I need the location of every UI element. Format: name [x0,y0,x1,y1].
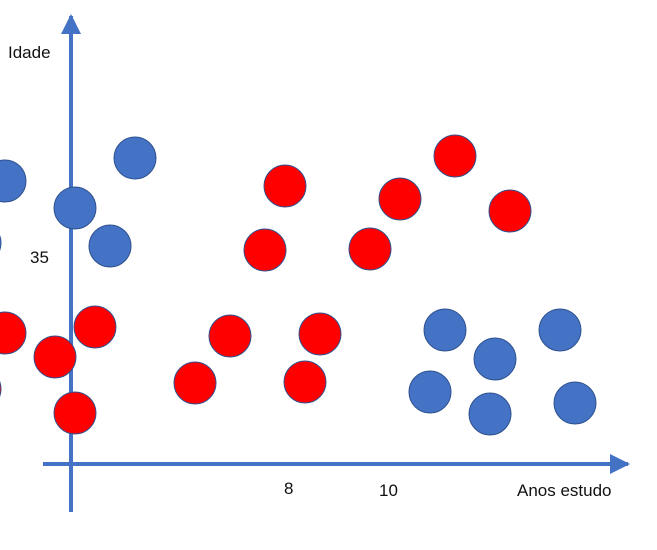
red-data-point [173,361,217,405]
red-data-point [433,134,477,178]
y-axis-label: Idade [8,43,51,62]
x-axis-label: Anos estudo [517,481,612,500]
red-data-point [378,177,422,221]
red-data-point [208,314,252,358]
blue-data-point [0,235,2,251]
red-data-point [283,360,327,404]
red-data-point [263,164,307,208]
red-data-point [0,381,2,397]
red-data-point [298,312,342,356]
x-tick-label: 10 [379,481,398,500]
y-tick-label: 35 [30,248,49,267]
blue-data-point [0,159,27,203]
red-data-point [243,228,287,272]
blue-data-point [538,308,582,352]
blue-data-point [468,392,512,436]
blue-data-point [408,370,452,414]
red-data-point [0,311,27,355]
red-data-point [348,227,392,271]
red-data-point [33,335,77,379]
blue-data-point [473,337,517,381]
data-points [0,134,597,436]
blue-data-point [88,224,132,268]
x-tick-label: 8 [284,479,293,498]
blue-data-point [553,381,597,425]
blue-data-point [113,136,157,180]
red-data-point [73,305,117,349]
red-data-point [488,189,532,233]
blue-data-point [53,186,97,230]
blue-data-point [423,308,467,352]
red-data-point [53,391,97,435]
